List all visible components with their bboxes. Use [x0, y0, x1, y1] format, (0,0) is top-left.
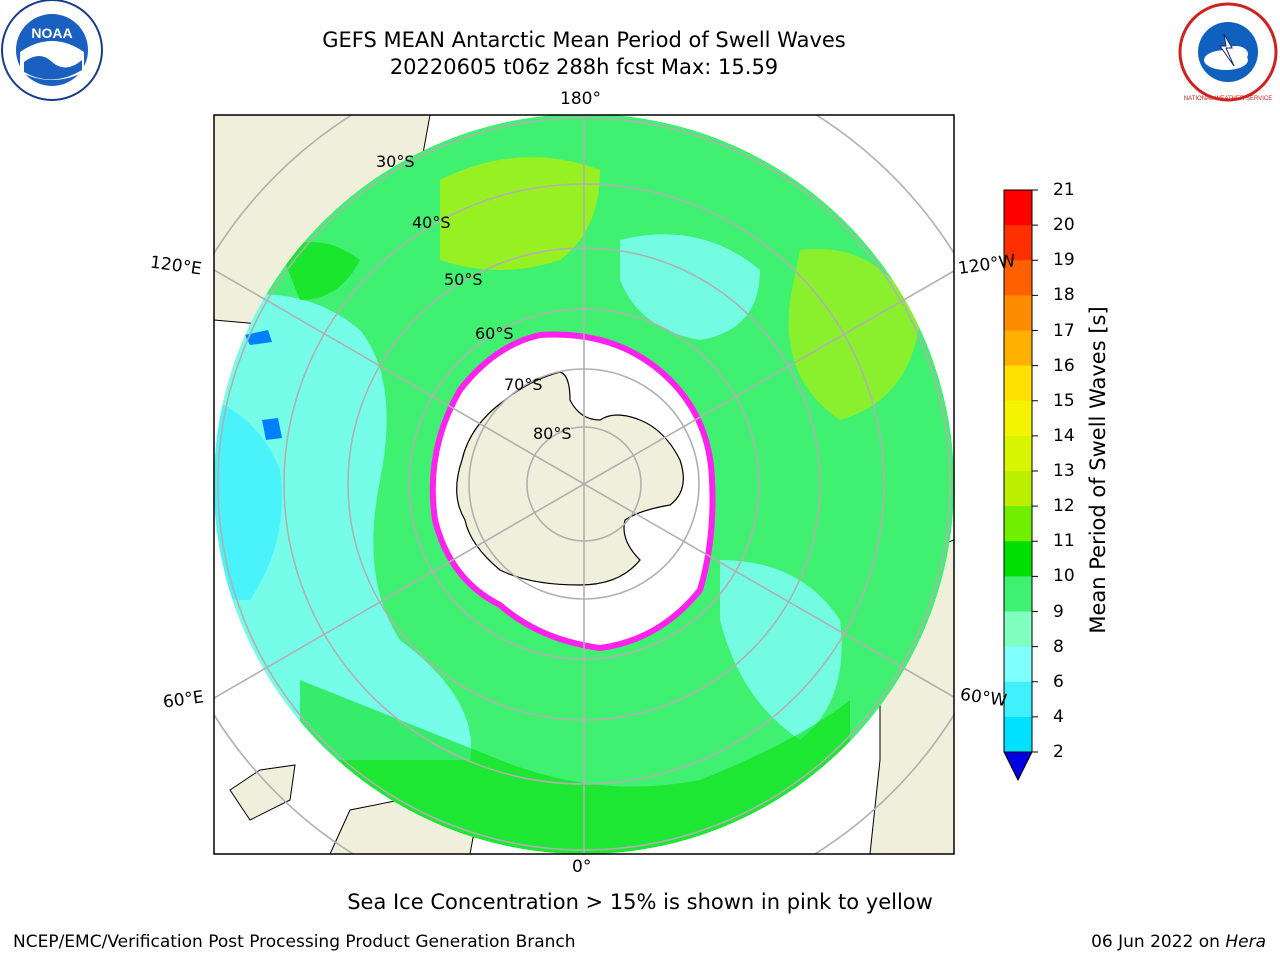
colorbar-segment — [1004, 365, 1032, 402]
noaa-logo: NOAA — [1, 0, 103, 101]
nws-logo-text: NATIONAL WEATHER SERVICE — [1184, 96, 1272, 102]
colorbar — [1003, 189, 1038, 782]
noaa-logo-text: NOAA — [31, 25, 72, 41]
colorbar-tick-label: 8 — [1053, 636, 1064, 657]
footer-date-text: 06 Jun 2022 on — [1091, 932, 1226, 952]
sea-ice-note: Sea Ice Concentration > 15% is shown in … — [347, 890, 933, 914]
colorbar-tick-label: 19 — [1053, 250, 1075, 271]
colorbar-segment — [1004, 716, 1032, 753]
colorbar-segment — [1004, 576, 1032, 612]
colorbar-segment — [1004, 225, 1032, 261]
lat-label-30s: 30°S — [376, 152, 415, 171]
colorbar-tick-label: 4 — [1053, 706, 1064, 727]
colorbar-label: Mean Period of Swell Waves [s] — [1086, 306, 1110, 634]
colorbar-tick-label: 6 — [1053, 671, 1064, 692]
lon-label-180: 180° — [560, 89, 601, 109]
colorbar-tick-label: 21 — [1053, 180, 1075, 200]
colorbar-tick-label: 14 — [1053, 425, 1075, 446]
footer-date: 06 Jun 2022 on Hera — [1091, 932, 1266, 952]
colorbar-segment — [1004, 190, 1032, 226]
lat-label-40s: 40°S — [412, 213, 451, 232]
colorbar-segment — [1004, 435, 1032, 472]
lon-label-0: 0° — [572, 857, 592, 877]
colorbar-tick-label: 12 — [1053, 496, 1075, 517]
colorbar-segment — [1004, 400, 1032, 437]
footer-machine: Hera — [1225, 932, 1266, 952]
colorbar-tick-label: 18 — [1053, 285, 1075, 306]
madagascar-land — [229, 764, 296, 821]
colorbar-segment — [1004, 541, 1032, 577]
colorbar-tick-label: 17 — [1053, 320, 1075, 341]
colorbar-segment — [1004, 611, 1032, 648]
lat-label-60s: 60°S — [475, 324, 514, 343]
colorbar-tick-label: 20 — [1053, 215, 1075, 236]
nws-logo: NATIONAL WEATHER SERVICE — [1178, 2, 1278, 102]
colorbar-segment — [1004, 330, 1032, 367]
lat-label-80s: 80°S — [533, 424, 572, 443]
colorbar-tick-label: 9 — [1053, 601, 1064, 622]
chart-subtitle: 20220605 t06z 288h fcst Max: 15.59 — [389, 55, 779, 79]
colorbar-tick-label: 15 — [1053, 390, 1075, 411]
antarctica-land — [456, 371, 684, 586]
colorbar-segment — [1004, 646, 1032, 683]
colorbar-tick-label: 16 — [1053, 355, 1075, 376]
colorbar-segment — [1004, 260, 1032, 296]
colorbar-segment — [1004, 681, 1032, 718]
colorbar-tick-label: 11 — [1053, 531, 1075, 552]
colorbar-tick-label: 13 — [1053, 461, 1075, 481]
chart-title: GEFS MEAN Antarctic Mean Period of Swell… — [322, 28, 846, 52]
lat-label-50s: 50°S — [444, 270, 483, 289]
graticule — [214, 115, 954, 854]
footer-credit: NCEP/EMC/Verification Post Processing Pr… — [13, 932, 576, 952]
colorbar-tick-label: 10 — [1053, 566, 1075, 587]
lat-label-70s: 70°S — [504, 375, 543, 394]
colorbar-extend-triangle — [1003, 751, 1033, 782]
colorbar-segment — [1004, 295, 1032, 331]
colorbar-tick-label: 2 — [1053, 742, 1064, 762]
colorbar-segment — [1004, 471, 1032, 507]
map-border — [213, 114, 955, 855]
colorbar-segment — [1004, 506, 1032, 542]
